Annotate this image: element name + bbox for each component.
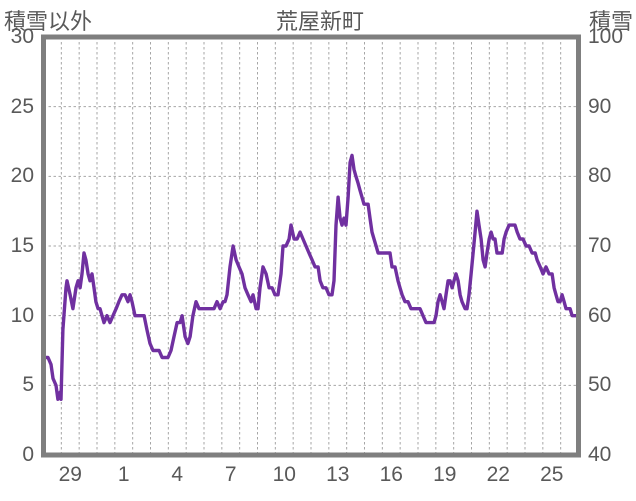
right-axis-title: 積雪 <box>588 9 633 34</box>
right-axis-tick-label: 80 <box>588 164 612 188</box>
chart-title: 荒屋新町 <box>275 9 364 34</box>
left-axis-tick-label: 30 <box>10 25 34 48</box>
left-axis-tick-label: 5 <box>22 373 34 397</box>
x-axis-tick-label: 16 <box>379 463 403 486</box>
x-axis-tick-label: 22 <box>486 463 510 486</box>
right-axis-tick-label: 70 <box>588 234 612 257</box>
left-axis-tick-label: 25 <box>10 94 34 118</box>
x-axis-tick-label: 4 <box>171 463 184 486</box>
plot-border <box>41 34 581 458</box>
right-axis-tick-label: 90 <box>588 94 612 118</box>
right-axis-tick-label: 100 <box>588 25 624 48</box>
left-axis-tick-label: 15 <box>10 234 34 257</box>
x-axis-tick-label: 29 <box>58 463 82 486</box>
x-axis-tick-label: 7 <box>224 463 237 486</box>
left-axis-tick-label: 20 <box>10 164 34 188</box>
right-axis-tick-label: 50 <box>588 373 612 397</box>
left-axis-tick-label: 0 <box>22 443 34 466</box>
right-axis-tick-label: 40 <box>588 443 612 466</box>
snow-depth-line <box>43 153 580 401</box>
x-axis-tick-label: 10 <box>272 463 296 486</box>
left-axis-title: 積雪以外 <box>4 9 93 34</box>
right-axis-tick-label: 60 <box>588 303 612 327</box>
x-axis-tick-label: 25 <box>540 463 564 486</box>
x-axis-tick-label: 13 <box>326 463 350 486</box>
x-axis-tick-label: 19 <box>433 463 457 486</box>
left-axis-tick-label: 10 <box>10 303 34 327</box>
x-axis-tick-label: 1 <box>117 463 130 486</box>
